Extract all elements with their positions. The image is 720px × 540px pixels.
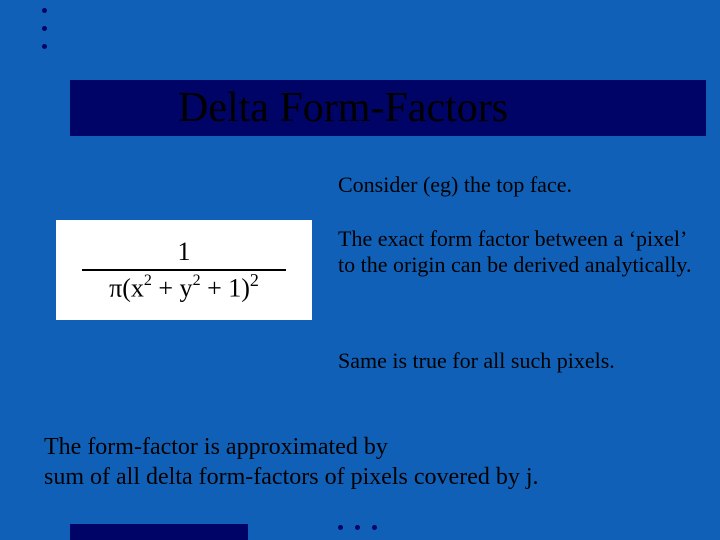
dot-icon [42, 8, 47, 13]
title-bar: Delta Form-Factors [70, 80, 706, 136]
decorative-dots-top [42, 8, 47, 49]
decorative-dots-bottom [338, 525, 377, 530]
formula-denominator: π(x2 + y2 + 1)2 [109, 275, 259, 302]
paragraph-2: The exact form factor between a ‘pixel’ … [338, 226, 698, 279]
slide-title: Delta Form-Factors [178, 84, 508, 132]
bottom-paragraph: The form-factor is approximated bysum of… [44, 432, 684, 492]
paragraph-1: Consider (eg) the top face. [338, 172, 698, 198]
decorative-bottom-bar [70, 524, 248, 540]
formula: 1 π(x2 + y2 + 1)2 [56, 220, 312, 320]
bottom-line1: The form-factor is approximated bysum of… [44, 434, 539, 490]
dot-icon [338, 525, 343, 530]
paragraph-3: Same is true for all such pixels. [338, 348, 698, 374]
dot-icon [372, 525, 377, 530]
dot-icon [42, 26, 47, 31]
dot-icon [42, 44, 47, 49]
formula-numerator: 1 [178, 239, 191, 267]
dot-icon [355, 525, 360, 530]
